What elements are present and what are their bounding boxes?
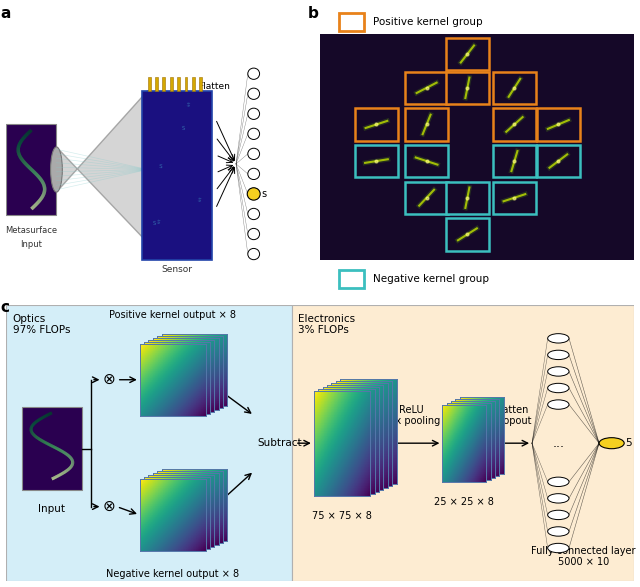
Bar: [339, 13, 364, 32]
Text: Subtract: Subtract: [257, 438, 302, 448]
Circle shape: [248, 128, 260, 140]
Text: Input: Input: [20, 240, 42, 249]
Circle shape: [548, 367, 569, 376]
Bar: [446, 181, 488, 214]
Circle shape: [248, 188, 260, 200]
Bar: [537, 145, 579, 177]
Ellipse shape: [51, 147, 62, 192]
Text: 25 × 25 × 8: 25 × 25 × 8: [435, 497, 494, 507]
Circle shape: [248, 168, 260, 180]
Circle shape: [548, 383, 569, 393]
Bar: [155, 76, 158, 90]
Text: ⊗: ⊗: [102, 499, 115, 514]
Bar: [170, 76, 173, 90]
Bar: [22, 407, 82, 490]
Text: S: S: [174, 211, 178, 216]
Bar: [355, 108, 397, 141]
Bar: [355, 145, 397, 177]
Text: c: c: [0, 300, 9, 315]
Text: ...: ...: [552, 437, 564, 450]
Text: S: S: [171, 230, 176, 236]
Bar: [537, 108, 579, 141]
Text: S: S: [161, 124, 164, 130]
Circle shape: [599, 438, 624, 448]
Text: S: S: [192, 110, 195, 114]
Text: Flatten
Dropout: Flatten Dropout: [492, 405, 531, 426]
Text: Positive kernel output × 8: Positive kernel output × 8: [109, 311, 236, 321]
Bar: [192, 76, 195, 90]
Circle shape: [548, 350, 569, 360]
Bar: [148, 76, 150, 90]
Circle shape: [248, 68, 260, 79]
Bar: [292, 305, 634, 581]
Polygon shape: [56, 90, 148, 243]
Bar: [493, 181, 536, 214]
Circle shape: [248, 228, 260, 239]
Circle shape: [548, 477, 569, 487]
Text: Sensor: Sensor: [162, 265, 193, 274]
Circle shape: [548, 333, 569, 343]
Text: S: S: [190, 104, 193, 109]
Circle shape: [548, 510, 569, 519]
Bar: [163, 76, 165, 90]
Bar: [493, 145, 536, 177]
Text: s: s: [261, 189, 266, 199]
Circle shape: [248, 108, 260, 119]
Text: 75 × 75 × 8: 75 × 75 × 8: [312, 511, 372, 521]
Circle shape: [548, 527, 569, 536]
Text: Input: Input: [38, 504, 65, 514]
Text: b: b: [307, 6, 318, 21]
Bar: [446, 38, 488, 70]
Text: S: S: [150, 106, 156, 112]
Bar: [184, 76, 188, 90]
Text: 5: 5: [625, 438, 632, 448]
Text: Metasurface: Metasurface: [5, 226, 58, 235]
Bar: [493, 72, 536, 104]
Circle shape: [247, 188, 260, 200]
Circle shape: [248, 149, 260, 160]
Text: a: a: [1, 6, 11, 21]
Text: Fully connected layer
5000 × 10: Fully connected layer 5000 × 10: [531, 546, 636, 567]
Circle shape: [248, 208, 260, 220]
Bar: [446, 72, 488, 104]
Bar: [493, 108, 536, 141]
Text: Electronics
3% FLOPs: Electronics 3% FLOPs: [298, 313, 355, 335]
Text: Negative kernel group: Negative kernel group: [373, 274, 490, 284]
Bar: [406, 108, 448, 141]
Bar: [446, 218, 488, 251]
Bar: [6, 124, 56, 215]
Text: Flatten: Flatten: [198, 82, 230, 90]
Circle shape: [548, 494, 569, 503]
Bar: [406, 181, 448, 214]
Bar: [339, 269, 364, 288]
Bar: [199, 76, 202, 90]
Text: Positive kernel group: Positive kernel group: [373, 17, 483, 27]
Bar: [142, 90, 212, 259]
Bar: [406, 145, 448, 177]
Text: ⊗: ⊗: [102, 372, 115, 387]
Bar: [6, 305, 292, 581]
Text: Negative kernel output × 8: Negative kernel output × 8: [106, 569, 239, 579]
Text: ReLU
Max pooling: ReLU Max pooling: [381, 405, 440, 426]
Bar: [406, 72, 448, 104]
Bar: [177, 76, 180, 90]
Circle shape: [548, 400, 569, 409]
Circle shape: [248, 248, 260, 259]
Bar: [320, 34, 634, 259]
Text: Optics
97% FLOPs: Optics 97% FLOPs: [13, 313, 70, 335]
Circle shape: [548, 544, 569, 553]
Circle shape: [248, 88, 260, 99]
